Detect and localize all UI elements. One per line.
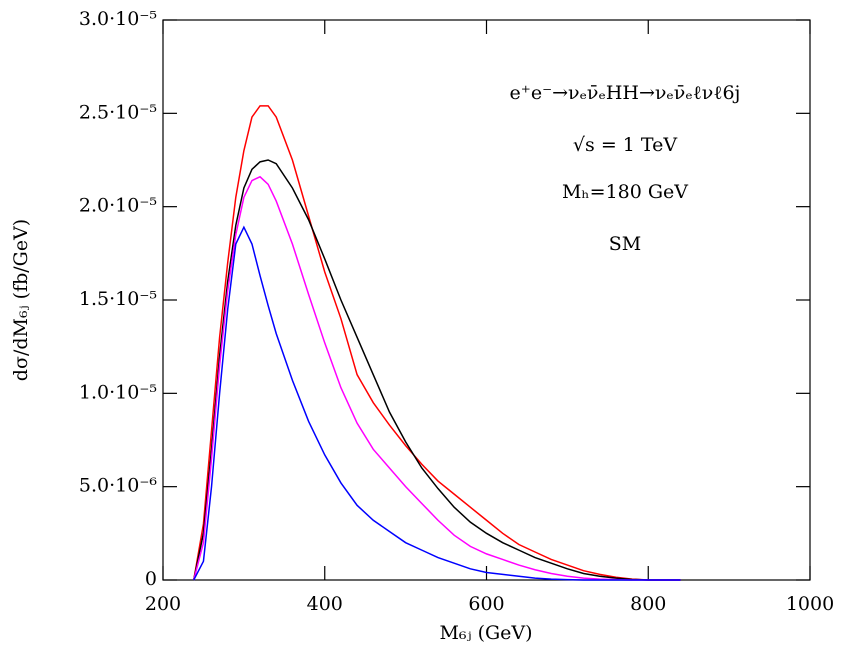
y-tick-label: 1.5·10⁻⁵ (79, 288, 157, 310)
annotation: SM (609, 233, 641, 255)
series-line (192, 105, 681, 581)
series-line (192, 159, 681, 581)
y-tick-label: 5.0·10⁻⁶ (79, 475, 157, 497)
y-tick-label: 3.0·10⁻⁵ (79, 8, 157, 30)
y-tick-label: 2.5·10⁻⁵ (79, 101, 157, 123)
x-tick-label: 400 (307, 593, 343, 615)
annotation: e⁺e⁻→νₑν̄ₑHH→νₑν̄ₑℓνℓ6j (510, 82, 741, 104)
x-tick-label: 1000 (786, 593, 834, 615)
x-tick-label: 800 (630, 593, 666, 615)
series-line (193, 175, 681, 581)
plot-frame (162, 19, 811, 581)
series-line (193, 225, 681, 581)
x-tick-label: 200 (145, 593, 181, 615)
y-tick-label: 1.0·10⁻⁵ (79, 381, 157, 403)
annotation: Mₕ=180 GeV (562, 181, 688, 203)
x-tick-label: 600 (468, 593, 504, 615)
x-axis-label: M₆ⱼ (GeV) (439, 622, 532, 644)
y-axis-label: dσ/dM₆ⱼ (fb/GeV) (10, 219, 32, 381)
y-tick-label: 2.0·10⁻⁵ (79, 195, 157, 217)
annotation: √s = 1 TeV (573, 134, 677, 156)
y-tick-label: 0 (145, 568, 157, 590)
